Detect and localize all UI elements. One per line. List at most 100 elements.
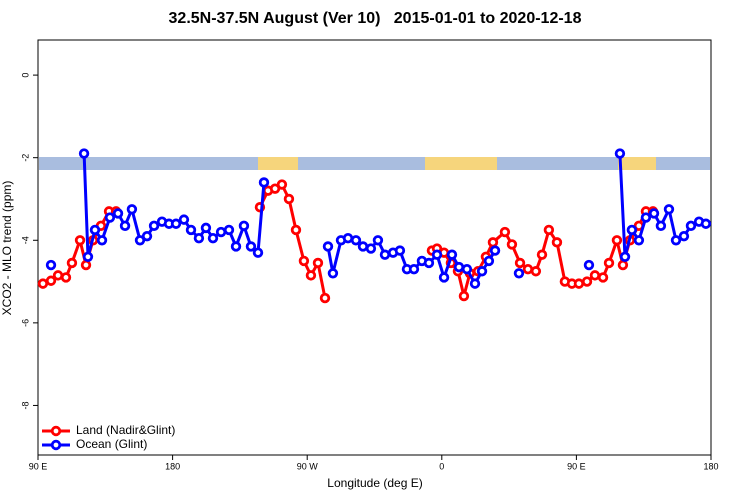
land-strip <box>258 157 298 170</box>
point <box>551 237 563 248</box>
point <box>543 224 555 236</box>
land-strip <box>425 157 497 170</box>
point <box>633 235 645 246</box>
plot-marks <box>37 148 712 304</box>
point <box>342 233 354 244</box>
point <box>60 272 72 283</box>
point <box>178 214 190 225</box>
point <box>350 235 362 246</box>
point <box>506 239 518 250</box>
point <box>530 266 542 277</box>
point <box>431 249 443 260</box>
point <box>148 220 160 232</box>
point <box>276 179 288 190</box>
point <box>215 226 227 238</box>
legend-swatch-point <box>50 425 62 437</box>
point <box>82 251 94 262</box>
point <box>207 233 219 244</box>
point <box>536 249 548 260</box>
point <box>96 235 108 246</box>
point <box>119 220 131 232</box>
point <box>640 212 652 223</box>
point <box>223 224 235 236</box>
x-tick-label: 90 E <box>29 461 48 471</box>
point <box>423 257 435 269</box>
legend-label: Land (Nadir&Glint) <box>76 423 175 437</box>
point <box>290 224 302 236</box>
point <box>663 204 675 215</box>
x-tick-label: 90 E <box>567 461 586 471</box>
y-tick-label: 0 <box>20 73 30 78</box>
point <box>438 272 450 283</box>
legend-label: Ocean (Glint) <box>76 437 147 451</box>
point <box>678 230 690 242</box>
point <box>357 241 369 252</box>
point <box>126 204 138 215</box>
point <box>245 241 257 252</box>
point <box>52 270 64 281</box>
point <box>461 263 473 275</box>
x-axis-label: Longitude (deg E) <box>327 476 422 490</box>
point <box>312 257 324 269</box>
point <box>589 270 601 281</box>
point <box>700 218 712 229</box>
legend: Land (Nadir&Glint)Ocean (Glint) <box>42 423 175 451</box>
point <box>78 148 90 159</box>
point <box>611 235 623 246</box>
point <box>104 212 116 223</box>
point <box>685 220 697 232</box>
point <box>597 272 609 283</box>
point <box>655 220 667 232</box>
y-tick-label: -6 <box>20 319 30 327</box>
point <box>252 247 264 258</box>
point <box>238 220 250 232</box>
y-tick-label: -4 <box>20 236 30 244</box>
ocean-strip <box>39 157 710 170</box>
x-tick-label: 90 W <box>297 461 319 471</box>
point <box>648 208 660 219</box>
point <box>327 268 339 279</box>
point <box>298 255 310 267</box>
point <box>469 278 481 289</box>
point <box>581 276 593 287</box>
point <box>319 292 331 304</box>
y-tick-label: -2 <box>20 154 30 162</box>
point <box>74 235 86 246</box>
point <box>513 268 525 279</box>
point <box>372 235 384 246</box>
point <box>453 261 465 273</box>
point <box>483 255 495 267</box>
point <box>45 259 57 271</box>
x-tick-label: 180 <box>165 461 180 471</box>
point <box>193 233 205 244</box>
point <box>446 249 458 260</box>
point <box>45 275 57 286</box>
point <box>514 257 526 269</box>
point <box>322 241 334 252</box>
plot-frame <box>37 39 712 456</box>
point <box>487 237 499 248</box>
point <box>522 263 534 275</box>
point <box>408 263 420 275</box>
point <box>458 290 470 302</box>
point <box>89 224 101 236</box>
point <box>670 235 682 246</box>
point <box>583 259 595 271</box>
point <box>573 278 585 289</box>
chart-title: 32.5N-37.5N August (Ver 10) 2015-01-01 t… <box>169 10 582 27</box>
y-tick-label: -8 <box>20 401 30 409</box>
point <box>185 224 197 236</box>
point <box>617 259 629 271</box>
point <box>619 251 631 262</box>
x-tick-label: 180 <box>703 461 718 471</box>
point <box>283 193 295 205</box>
point <box>379 249 391 260</box>
legend-swatch-point <box>50 439 62 451</box>
point <box>305 270 317 281</box>
land-sea-strip <box>39 157 710 170</box>
point <box>489 245 501 256</box>
x-tick-label: 0 <box>439 461 444 471</box>
point <box>626 224 638 236</box>
land-strip <box>618 157 656 170</box>
point <box>80 259 92 271</box>
